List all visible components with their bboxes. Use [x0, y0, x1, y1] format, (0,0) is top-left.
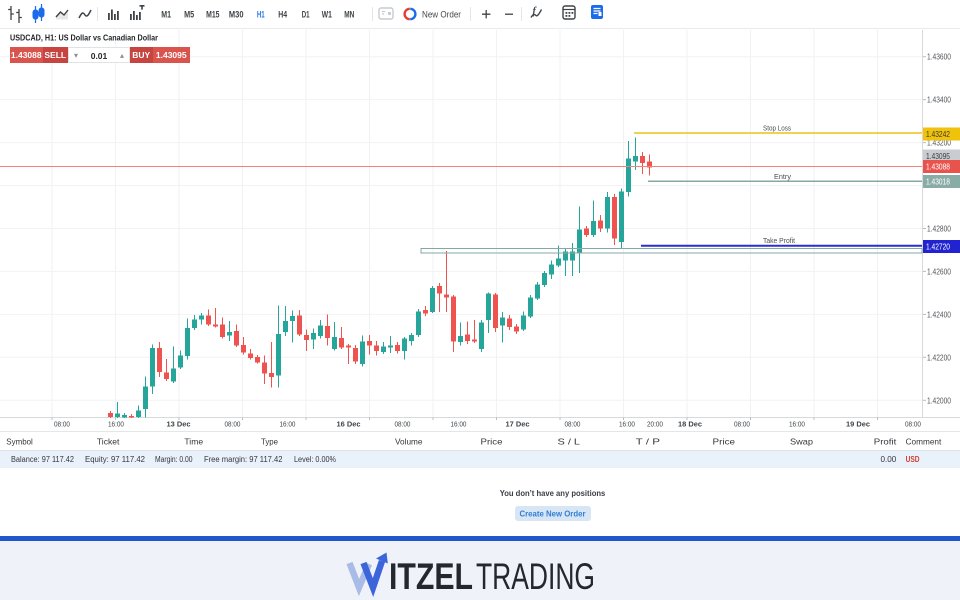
svg-text:16:00: 16:00: [789, 420, 805, 429]
svg-text:Price: Price: [713, 437, 736, 447]
svg-text:Swap: Swap: [790, 437, 813, 447]
svg-text:1.43200: 1.43200: [927, 139, 951, 148]
svg-text:1.42400: 1.42400: [927, 310, 951, 319]
svg-text:M30: M30: [229, 10, 244, 20]
svg-text:08:00: 08:00: [734, 420, 750, 429]
svg-text:16:00: 16:00: [108, 420, 124, 429]
svg-text:M5: M5: [184, 10, 194, 20]
svg-text:16 Dec: 16 Dec: [337, 420, 361, 429]
svg-text:Profit: Profit: [874, 437, 897, 447]
svg-text:0.00: 0.00: [881, 455, 897, 464]
svg-text:ITZEL: ITZEL: [389, 556, 473, 597]
svg-text:1.43095: 1.43095: [926, 152, 950, 161]
svg-text:08:00: 08:00: [225, 420, 241, 429]
svg-text:Free margin: 97 117.42: Free margin: 97 117.42: [204, 455, 283, 464]
svg-text:1.42720: 1.42720: [926, 243, 950, 252]
svg-text:1.43600: 1.43600: [927, 53, 951, 62]
svg-text:Comment: Comment: [906, 437, 942, 447]
svg-text:USDCAD, H1: US Dollar vs Canad: USDCAD, H1: US Dollar vs Canadian Dollar: [10, 33, 159, 43]
svg-text:TRADING: TRADING: [476, 556, 595, 597]
svg-text:Create New Order: Create New Order: [520, 509, 587, 519]
svg-text:T / P: T / P: [636, 437, 661, 447]
svg-text:17 Dec: 17 Dec: [506, 420, 530, 429]
svg-text:H1: H1: [257, 10, 265, 20]
svg-text:13 Dec: 13 Dec: [167, 420, 191, 429]
svg-text:Symbol: Symbol: [6, 437, 33, 447]
svg-text:S / L: S / L: [558, 437, 581, 447]
svg-text:H4: H4: [278, 10, 287, 20]
svg-text:Level: 0.00%: Level: 0.00%: [294, 455, 336, 464]
svg-text:1.42600: 1.42600: [927, 267, 951, 276]
svg-text:20:00: 20:00: [647, 420, 663, 429]
svg-text:1.42000: 1.42000: [927, 396, 951, 405]
svg-text:Time: Time: [184, 437, 203, 447]
svg-text:08:00: 08:00: [565, 420, 581, 429]
svg-text:1.43400: 1.43400: [927, 96, 951, 105]
svg-text:M15: M15: [206, 10, 219, 20]
svg-text:Type: Type: [261, 437, 278, 447]
svg-text:D1: D1: [302, 10, 310, 20]
svg-text:Balance: 97 117.42: Balance: 97 117.42: [11, 455, 75, 464]
svg-text:1.42200: 1.42200: [927, 353, 951, 362]
svg-text:1.43242: 1.43242: [926, 130, 950, 139]
svg-text:Stop Loss: Stop Loss: [763, 124, 791, 133]
svg-text:USD: USD: [906, 455, 920, 464]
svg-text:You don’t have any positions: You don’t have any positions: [500, 488, 606, 498]
svg-text:16:00: 16:00: [451, 420, 467, 429]
svg-text:W1: W1: [322, 10, 332, 20]
svg-text:M1: M1: [161, 10, 171, 20]
svg-text:Take Profit: Take Profit: [763, 236, 796, 245]
svg-text:19 Dec: 19 Dec: [846, 420, 870, 429]
svg-text:16:00: 16:00: [280, 420, 296, 429]
svg-text:Margin: 0.00: Margin: 0.00: [155, 455, 193, 464]
svg-text:Equity: 97 117.42: Equity: 97 117.42: [85, 455, 146, 464]
svg-text:18 Dec: 18 Dec: [678, 420, 702, 429]
svg-text:Ticket: Ticket: [97, 437, 120, 447]
svg-text:Entry: Entry: [774, 172, 791, 181]
svg-text:f: f: [533, 6, 538, 17]
svg-text:1.43088: 1.43088: [926, 163, 950, 172]
svg-text:08:00: 08:00: [395, 420, 411, 429]
svg-text:New Order: New Order: [422, 10, 461, 20]
svg-text:MN: MN: [344, 10, 354, 20]
svg-text:Price: Price: [481, 437, 503, 447]
svg-text:1.43018: 1.43018: [926, 178, 950, 187]
svg-text:16:00: 16:00: [619, 420, 635, 429]
svg-text:08:00: 08:00: [905, 420, 921, 429]
svg-text:Volume: Volume: [395, 437, 423, 447]
svg-text:08:00: 08:00: [54, 420, 70, 429]
svg-text:1.42800: 1.42800: [927, 225, 951, 234]
